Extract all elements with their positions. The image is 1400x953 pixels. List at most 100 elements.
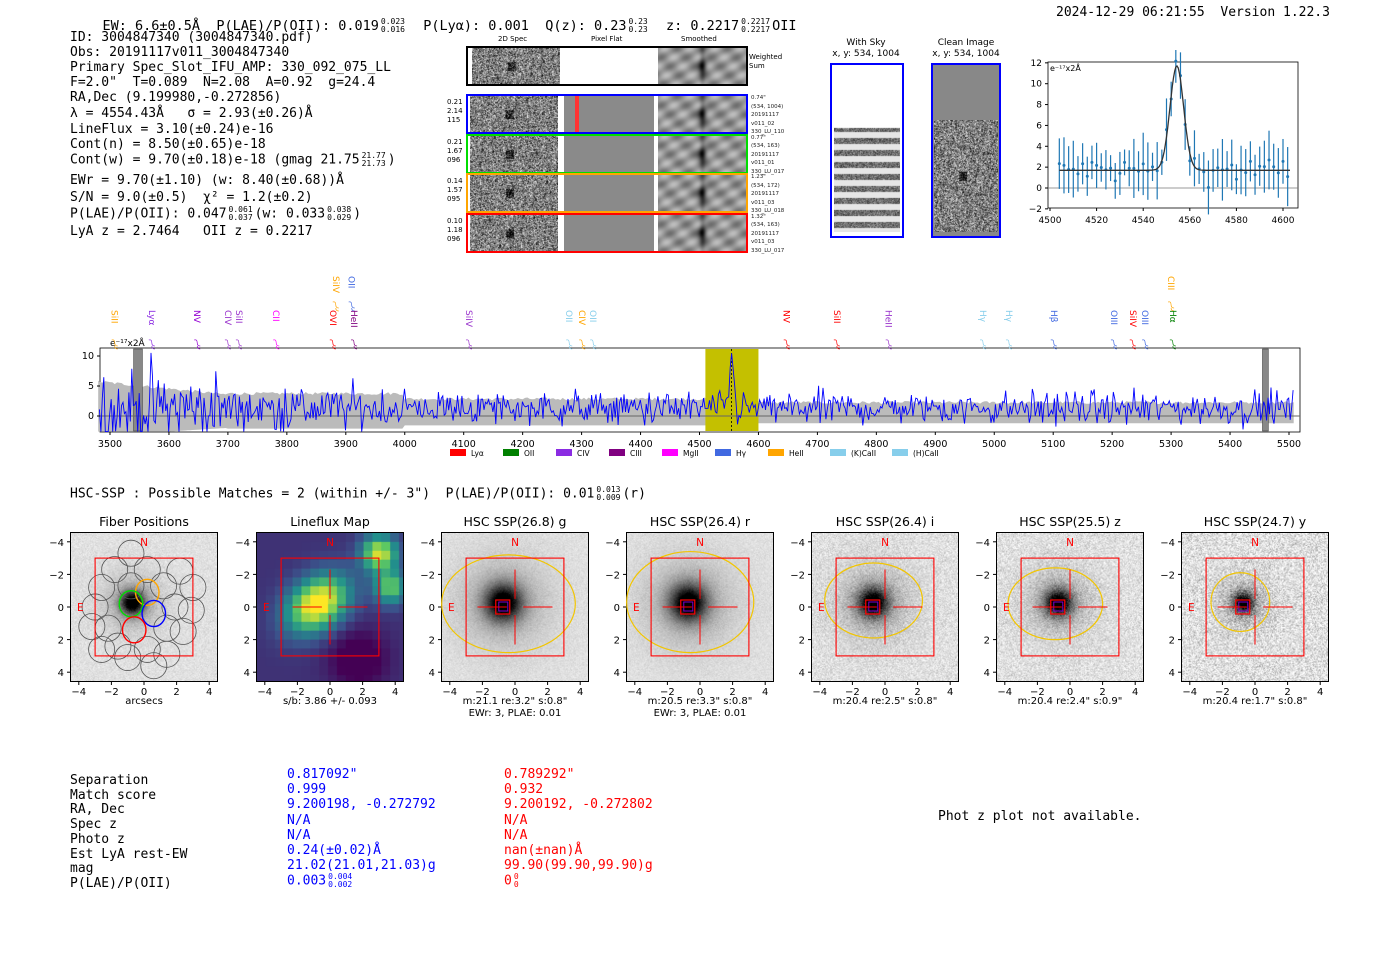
match-row-label: Est LyA rest-EW (70, 846, 188, 862)
x-tick-label: 4580 (1225, 216, 1248, 226)
hsc-summary-text: HSC-SSP : Possible Matches = 2 (within +… (70, 486, 595, 502)
x-tick-label: 4100 (452, 439, 476, 450)
match-row-label: Spec z (70, 817, 117, 833)
cutout-overlay: −4 4 −2 2 0 0 2 −2 4 −4 N E (1160, 537, 1323, 698)
fiber-smoothed-image (658, 214, 746, 251)
cutout-title: HSC SSP(25.5) z (1019, 514, 1121, 529)
with-sky-image (830, 63, 904, 238)
line-marker-bracket (590, 339, 597, 350)
spectrum-line (98, 352, 1294, 433)
y-tick-label: −2 (235, 570, 250, 581)
y-tick-label: 2 (244, 636, 250, 647)
line-marker-bracket (465, 339, 473, 350)
x-tick-label: 4900 (923, 439, 947, 450)
line-marker-bracket (1167, 301, 1175, 312)
plae-lo: 0.016 (380, 25, 405, 34)
y-unit-label: e⁻¹⁷x2Å (1050, 62, 1081, 73)
header-z-range: 0.2217 0.2217 (741, 18, 770, 34)
y-tick-label: 4 (1036, 142, 1042, 152)
cutout-title: HSC SSP(24.7) y (1203, 514, 1307, 529)
x-tick-label: 5300 (1159, 439, 1183, 450)
data-point (1062, 163, 1066, 167)
line-marker-bracket (833, 339, 840, 350)
y-tick-label: 0 (429, 603, 435, 614)
data-point (1057, 162, 1061, 166)
y-tick-label: 4 (429, 668, 435, 679)
x-tick-label: 3600 (157, 439, 181, 450)
selected-fiber-circle (134, 578, 160, 607)
info-primary: Primary Spec_Slot_IFU_AMP: 330_092_075_L… (70, 60, 391, 75)
aperture-ellipse (824, 562, 924, 639)
y-tick-label: 4 (614, 668, 620, 679)
info-ewr: EWr = 9.70(±1.10) (w: 8.40(±0.68))Å (70, 173, 344, 188)
data-point (1281, 159, 1285, 163)
fiber-2dspec-image (470, 175, 558, 211)
x-tick-label: 4500 (1039, 216, 1062, 226)
search-box (650, 557, 750, 657)
cutout-caption: m:20.4 re:2.4" s:0.9" (1017, 696, 1123, 707)
masked-region (1262, 348, 1269, 432)
fiber-circle (104, 632, 132, 660)
x-tick-label: −2 (1030, 687, 1045, 698)
info-obs: Obs: 20191117v011_3004847340 (70, 45, 290, 60)
data-point (1262, 165, 1266, 169)
y-tick-label: 2 (984, 636, 990, 647)
y-tick-label: −2 (790, 570, 805, 581)
line-marker-bracket (1110, 339, 1117, 350)
data-point (1127, 166, 1131, 170)
data-point (1141, 162, 1145, 166)
plae-w-range: 0.038 0.029 (327, 206, 351, 222)
x-tick-label: 4 (392, 687, 398, 698)
y-tick-label: −4 (1160, 538, 1175, 549)
data-point (1132, 166, 1136, 170)
cont-w-text: Cont(w) = 9.70(±0.18)e-18 (gmag 21.75 (70, 152, 360, 168)
x-tick-label: 5200 (1100, 439, 1124, 450)
line-marker-label: HeII (348, 310, 358, 328)
search-box (1020, 557, 1120, 657)
east-label: E (633, 602, 640, 614)
match-value: 9.200192, -0.272802 (504, 797, 653, 813)
fiber-circle (133, 556, 161, 583)
match-row-label: RA, Dec (70, 802, 125, 818)
line-marker-bracket (194, 339, 201, 350)
north-label: N (140, 537, 148, 549)
match-value: 0.817092" (287, 767, 358, 782)
line-marker-bracket (1050, 339, 1057, 350)
north-label: N (696, 537, 704, 549)
header-summary: EW: 6.6±0.5Å P(LAE)/P(OII): 0.019 0.023 0.… (70, 2, 797, 50)
line-marker-bracket (1005, 339, 1013, 350)
bad-pixel-column (575, 96, 579, 132)
legend-swatch (503, 449, 519, 456)
fiber-circle (150, 572, 177, 600)
aperture-ellipse (626, 550, 755, 654)
x-tick-label: 3700 (216, 439, 240, 450)
fiber-row (466, 133, 748, 174)
y-tick-label: 0 (984, 603, 990, 614)
header-qz: Q(z): 0.23 (545, 18, 627, 34)
cutout-title: Fiber Positions (99, 514, 189, 529)
line-marker-label: CIII (1165, 276, 1175, 290)
match-row-label: Separation (70, 773, 149, 788)
east-label: E (77, 602, 84, 614)
fiber-pixelflat-image (564, 96, 654, 132)
x-tick-label: 0 (512, 687, 518, 698)
cutout-overlay: −4 4 −2 2 0 0 2 −2 4 −4 N E (975, 537, 1138, 698)
plae-range: 0.061 0.037 (229, 206, 253, 222)
legend-label: Lyα (471, 449, 484, 458)
x-tick-label: −4 (627, 687, 642, 698)
east-label: E (448, 602, 455, 614)
z-lo: 0.2217 (741, 25, 771, 34)
hsc-plae-range: 0.013 0.009 (596, 486, 620, 502)
header-ew: EW: 6.6±0.5Å (102, 18, 201, 34)
data-point (1267, 158, 1271, 162)
y-tick-label: −4 (420, 538, 435, 549)
x-tick-label: 2 (544, 687, 550, 698)
fiber-2dspec-image (470, 135, 558, 172)
data-point (1188, 159, 1192, 163)
match-plae-hi: 0 (513, 872, 519, 882)
match-value: N/A (504, 827, 528, 843)
plae-text: P(LAE)/P(OII): 0.047 (70, 206, 227, 222)
plae-end: ) (353, 206, 362, 222)
cutout-title: HSC SSP(26.4) r (649, 514, 751, 529)
x-tick-label: −2 (1215, 687, 1230, 698)
